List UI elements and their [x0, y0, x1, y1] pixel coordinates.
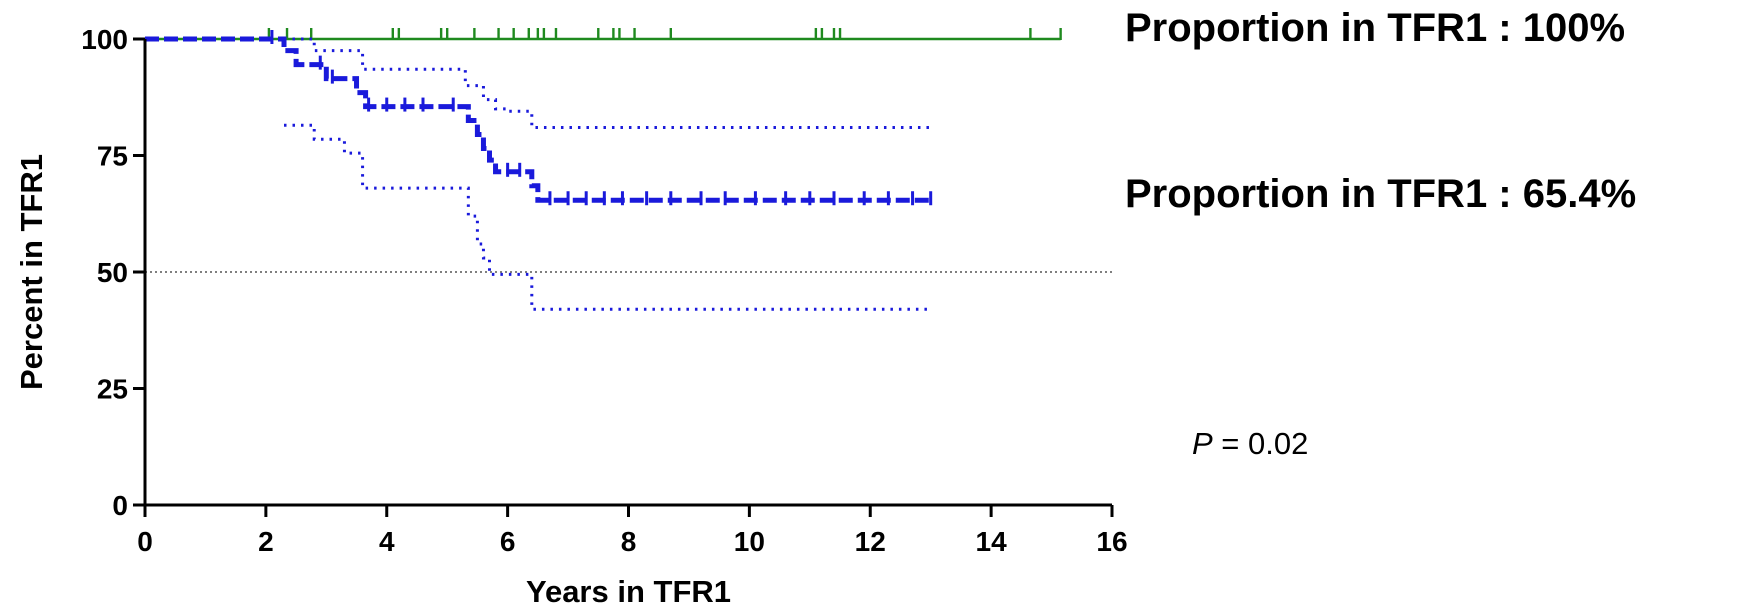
ticks-group: 0 2 4 6 8 10 12 14 16 0 25 50 75 100 — [81, 24, 1127, 557]
series-3-dotted-line — [284, 37, 931, 130]
series-4-dotted-line — [284, 123, 931, 311]
x-tick-label: 10 — [734, 526, 765, 557]
x-tick-label: 8 — [621, 526, 637, 557]
x-tick-label: 6 — [500, 526, 516, 557]
y-tick-label: 75 — [97, 141, 128, 172]
y-tick-label: 50 — [97, 257, 128, 288]
x-tick-label: 16 — [1096, 526, 1127, 557]
p-label: P — [1192, 426, 1213, 461]
y-tick-label: 100 — [81, 24, 128, 55]
y-tick-label: 0 — [112, 490, 128, 521]
series-2-dashed-line — [145, 36, 931, 203]
y-axis-title: Percent in TFR1 — [14, 154, 49, 390]
x-tick-label: 12 — [855, 526, 886, 557]
x-tick-label: 14 — [976, 526, 1008, 557]
series-1-proportion-label: Proportion in TFR1 : 100% — [1125, 6, 1626, 50]
x-tick-label: 4 — [379, 526, 395, 557]
series-2-proportion-label: Proportion in TFR1 : 65.4% — [1125, 172, 1637, 216]
x-axis-title: Years in TFR1 — [526, 574, 731, 608]
y-tick-label: 25 — [97, 374, 128, 405]
x-tick-label: 0 — [137, 526, 153, 557]
p-value: = 0.02 — [1212, 426, 1309, 461]
p-value-annotation: P = 0.02 — [1192, 426, 1308, 462]
series-group — [145, 28, 1062, 311]
x-tick-label: 2 — [258, 526, 274, 557]
